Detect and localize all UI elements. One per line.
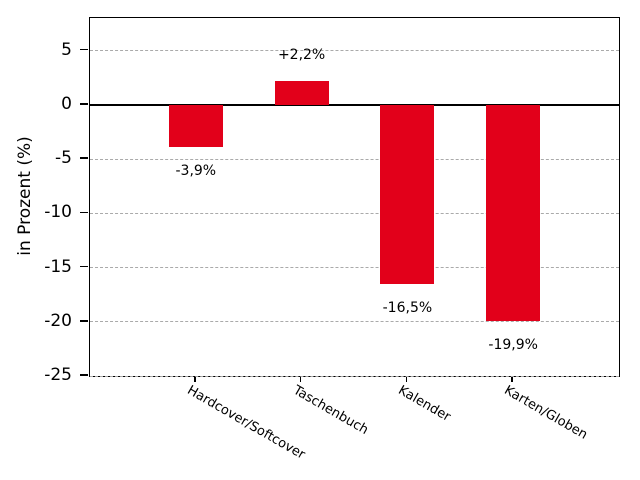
bar-value-label: -3,9% — [175, 163, 217, 180]
x-tick-label: Taschenbuch — [290, 383, 371, 439]
gridline — [90, 212, 619, 214]
zero-line — [90, 104, 619, 106]
y-tick-label: -5 — [55, 148, 72, 169]
bar — [274, 80, 329, 105]
x-tick-label: Karten/Globen — [501, 383, 591, 443]
x-tick-label: Kalender — [395, 383, 454, 425]
gridline — [90, 158, 619, 160]
y-axis-tick — [80, 265, 88, 268]
x-axis-tick — [405, 377, 408, 382]
y-tick-label: 5 — [61, 39, 72, 60]
y-tick-label: -10 — [44, 202, 72, 223]
y-tick-label: -20 — [44, 310, 72, 331]
gridline — [90, 267, 619, 268]
bar — [380, 104, 435, 284]
x-axis-tick — [299, 377, 302, 382]
x-axis-tick — [511, 377, 513, 382]
y-axis-tick — [80, 320, 88, 322]
gridline — [90, 50, 619, 52]
bar — [486, 104, 541, 321]
y-axis-tick — [80, 211, 88, 214]
y-axis-tick — [80, 157, 88, 159]
gridline — [90, 321, 619, 323]
y-tick-label: -25 — [44, 365, 72, 385]
bar-value-label: -19,9% — [488, 336, 538, 353]
y-axis-tick — [80, 374, 88, 376]
plot-area: -3,9% +2,2% -16,5% -19,9% — [89, 17, 620, 377]
y-tick-label: 0 — [61, 93, 72, 114]
y-axis-tick — [80, 48, 88, 51]
bar-value-label: +2,2% — [277, 46, 326, 63]
bar — [168, 104, 223, 148]
x-tick-label: Hardcover/Softcover — [184, 383, 308, 463]
x-axis-tick — [194, 377, 196, 382]
y-axis-tick — [80, 103, 88, 105]
gridline — [90, 375, 619, 377]
bar-value-label: -16,5% — [382, 299, 433, 316]
y-tick-label: -15 — [44, 256, 72, 277]
